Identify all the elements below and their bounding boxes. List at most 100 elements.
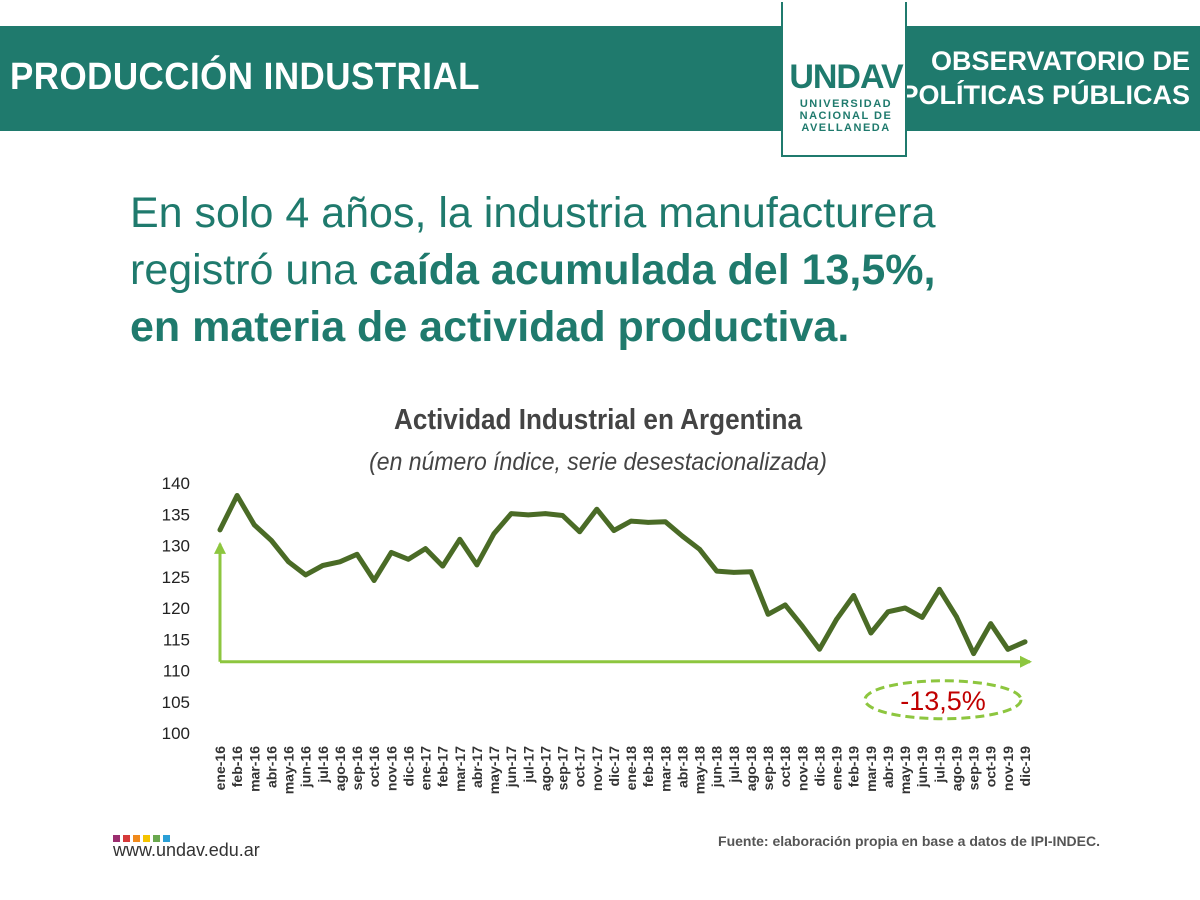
data-point [406, 556, 411, 562]
data-point [919, 615, 925, 620]
brand-dot [123, 835, 130, 842]
x-tick-label: jul-19 [931, 746, 947, 784]
x-tick-label: jun-18 [709, 746, 725, 788]
x-tick-label: ago-17 [537, 746, 553, 791]
data-point [508, 511, 514, 516]
y-tick-label: 135 [162, 505, 190, 524]
data-point [902, 605, 908, 611]
x-tick-label: ene-16 [212, 746, 228, 791]
x-tick-label: dic-19 [1017, 746, 1033, 787]
data-point [1022, 639, 1028, 645]
data-point [868, 630, 874, 636]
data-point [765, 611, 771, 617]
headline-bold-1: caída acumulada del 13,5%, [369, 246, 936, 294]
x-tick-label: jun-17 [503, 746, 519, 788]
x-tick-label: ago-16 [332, 746, 348, 791]
data-point [337, 559, 343, 565]
source-note: Fuente: elaboración propia en base a dat… [718, 833, 1100, 849]
x-tick-label: dic-18 [811, 746, 827, 787]
observatory-label: OBSERVATORIO DE POLÍTICAS PÚBLICAS [900, 44, 1190, 112]
y-tick-label: 110 [163, 662, 190, 681]
y-tick-label: 125 [162, 568, 190, 587]
data-point [525, 512, 531, 518]
undav-logo[interactable]: UNDAV UNIVERSIDAD NACIONAL DE AVELLANEDA [781, 2, 907, 157]
logo-line-1: UNIVERSIDAD [799, 98, 893, 110]
observatory-line-1: OBSERVATORIO DE [930, 46, 1190, 76]
data-point [388, 550, 394, 555]
annotation-arrowhead-up [214, 541, 226, 554]
x-tick-label: sep-19 [966, 746, 982, 791]
y-tick-label: 105 [162, 693, 190, 712]
data-point [611, 528, 617, 533]
data-point [834, 616, 839, 622]
x-tick-label: oct-17 [572, 746, 588, 787]
data-point [748, 569, 754, 575]
data-point [560, 513, 565, 518]
data-point [817, 646, 822, 652]
data-point [628, 518, 634, 524]
x-tick-label: ene-17 [418, 746, 434, 791]
annotation-label: -13,5% [900, 686, 986, 716]
x-tick-label: nov-16 [383, 746, 399, 791]
x-tick-label: jul-17 [520, 746, 536, 784]
brand-dot [113, 835, 120, 842]
annotation-arrowhead-right [1020, 655, 1032, 668]
data-point [251, 522, 257, 528]
data-point [663, 519, 668, 525]
x-tick-label: dic-16 [400, 746, 416, 787]
observatory-line-2: POLÍTICAS PÚBLICAS [900, 80, 1190, 110]
y-tick-label: 115 [163, 630, 190, 649]
x-tick-label: mar-18 [657, 746, 673, 792]
x-tick-label: jun-19 [914, 746, 930, 788]
brand-dot [163, 835, 170, 842]
x-tick-label: may-19 [897, 746, 913, 794]
x-tick-label: feb-19 [846, 746, 862, 787]
data-point [423, 546, 428, 551]
x-tick-label: mar-19 [863, 746, 879, 792]
x-tick-label: mar-16 [246, 746, 262, 792]
headline-line-1: En solo 4 años, la industria manufacture… [130, 189, 936, 237]
logo-line-3: AVELLANEDA [801, 122, 891, 134]
x-tick-label: jul-16 [315, 746, 331, 784]
x-tick-label: abr-16 [263, 746, 279, 788]
headline-bold-2: en materia de actividad productiva. [130, 303, 850, 351]
data-point [320, 563, 326, 568]
x-tick-label: dic-17 [606, 746, 622, 787]
data-point [971, 651, 976, 656]
logo-text: UNIVERSIDAD NACIONAL DE AVELLANEDA [783, 98, 909, 134]
x-tick-label: may-17 [486, 746, 502, 794]
data-point [491, 531, 497, 536]
data-point [440, 563, 445, 569]
brand-dot [153, 835, 160, 842]
data-point [885, 609, 891, 615]
data-point [645, 520, 651, 525]
chart-title: Actividad Industrial en Argentina [393, 404, 802, 436]
x-tick-label: ago-19 [948, 746, 964, 791]
data-point [680, 533, 685, 539]
data-point [234, 493, 240, 498]
x-tick-label: mar-17 [452, 746, 468, 792]
x-tick-label: oct-19 [983, 746, 999, 787]
website-url[interactable]: www.undav.edu.ar [113, 840, 260, 860]
x-tick-label: abr-18 [674, 746, 690, 788]
headline-part-2: registró una [130, 246, 370, 294]
series-line [217, 493, 1028, 657]
x-tick-label: abr-19 [880, 746, 896, 788]
x-tick-label: sep-16 [349, 746, 365, 791]
y-tick-label: 120 [162, 599, 190, 618]
data-point [286, 559, 291, 565]
x-tick-label: sep-18 [760, 746, 776, 791]
data-point [937, 586, 942, 592]
x-tick-label: may-16 [281, 746, 297, 794]
x-tick-label: nov-19 [1000, 746, 1016, 791]
data-point [851, 593, 857, 598]
annotation-ellipse [863, 679, 1023, 721]
brand-dot [143, 835, 150, 842]
y-tick-label: 130 [162, 537, 190, 556]
x-tick-label: abr-17 [469, 746, 485, 788]
data-point [782, 602, 788, 608]
data-point [354, 551, 360, 557]
x-tick-label: ene-18 [623, 746, 639, 791]
data-point [371, 578, 377, 583]
